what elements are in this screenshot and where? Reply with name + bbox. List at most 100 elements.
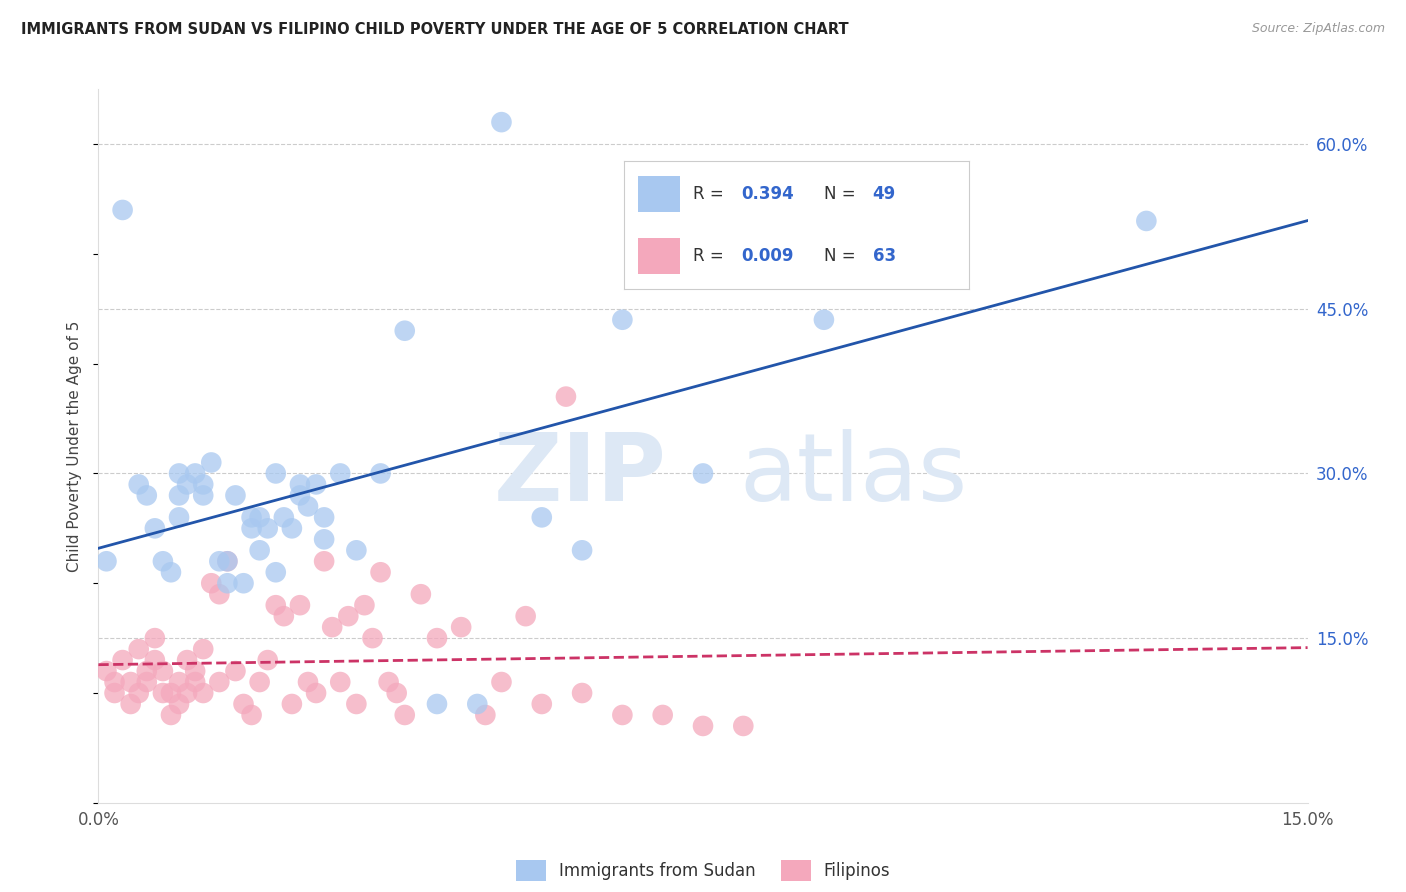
Text: atlas: atlas xyxy=(740,428,967,521)
Point xyxy=(143,631,166,645)
Point xyxy=(409,587,432,601)
Point xyxy=(240,708,263,723)
Text: IMMIGRANTS FROM SUDAN VS FILIPINO CHILD POVERTY UNDER THE AGE OF 5 CORRELATION C: IMMIGRANTS FROM SUDAN VS FILIPINO CHILD … xyxy=(21,22,849,37)
Text: 63: 63 xyxy=(873,246,896,265)
Text: 0.009: 0.009 xyxy=(741,246,794,265)
Point xyxy=(314,554,336,568)
Point xyxy=(555,390,578,404)
Y-axis label: Child Poverty Under the Age of 5: Child Poverty Under the Age of 5 xyxy=(67,320,83,572)
Point xyxy=(240,521,263,535)
Point xyxy=(217,554,239,568)
Legend: Immigrants from Sudan, Filipinos: Immigrants from Sudan, Filipinos xyxy=(509,854,897,888)
Point xyxy=(208,587,231,601)
Text: R =: R = xyxy=(693,185,730,203)
Point xyxy=(160,708,183,723)
Point xyxy=(314,510,336,524)
Point xyxy=(232,576,254,591)
Point xyxy=(394,324,416,338)
Point xyxy=(143,521,166,535)
Point xyxy=(143,653,166,667)
Point xyxy=(152,554,174,568)
Point xyxy=(184,467,207,481)
Point xyxy=(232,697,254,711)
Point xyxy=(120,675,142,690)
Point xyxy=(152,664,174,678)
Point xyxy=(256,653,278,667)
Point xyxy=(893,169,915,184)
Point xyxy=(200,455,222,469)
Point xyxy=(329,467,352,481)
Point xyxy=(530,510,553,524)
Point xyxy=(167,488,190,502)
Point xyxy=(305,477,328,491)
Point xyxy=(273,510,295,524)
Point xyxy=(128,686,150,700)
Point xyxy=(329,675,352,690)
Point xyxy=(1135,214,1157,228)
Point xyxy=(361,631,384,645)
Point xyxy=(297,500,319,514)
Point xyxy=(491,115,513,129)
Point xyxy=(249,510,271,524)
Point xyxy=(288,488,311,502)
Point xyxy=(176,686,198,700)
Point xyxy=(217,554,239,568)
Point xyxy=(474,708,496,723)
Point xyxy=(167,510,190,524)
Point xyxy=(465,697,488,711)
Point xyxy=(297,675,319,690)
Point xyxy=(160,686,183,700)
Point xyxy=(128,642,150,657)
Point xyxy=(692,719,714,733)
Point xyxy=(135,488,157,502)
Point xyxy=(530,697,553,711)
Point xyxy=(256,521,278,535)
Point xyxy=(249,543,271,558)
Point xyxy=(450,620,472,634)
Point xyxy=(200,576,222,591)
Point xyxy=(394,708,416,723)
Point xyxy=(337,609,360,624)
Point xyxy=(103,686,125,700)
Point xyxy=(264,467,287,481)
Point xyxy=(96,664,118,678)
Point xyxy=(651,708,673,723)
Point xyxy=(249,675,271,690)
Point xyxy=(571,543,593,558)
Point xyxy=(152,686,174,700)
Point xyxy=(370,566,392,580)
Point xyxy=(515,609,537,624)
Point xyxy=(612,708,634,723)
Point xyxy=(612,312,634,326)
Text: 49: 49 xyxy=(873,185,896,203)
Point xyxy=(208,554,231,568)
Point xyxy=(571,686,593,700)
Text: ZIP: ZIP xyxy=(494,428,666,521)
Point xyxy=(135,675,157,690)
Point xyxy=(111,653,134,667)
Point xyxy=(733,719,755,733)
Text: N =: N = xyxy=(824,246,860,265)
Text: R =: R = xyxy=(693,246,730,265)
Point xyxy=(193,477,215,491)
Point xyxy=(288,598,311,612)
Point xyxy=(281,697,304,711)
Point xyxy=(208,675,231,690)
Point xyxy=(281,521,304,535)
Point xyxy=(426,697,449,711)
Point xyxy=(813,312,835,326)
Bar xyxy=(638,176,679,212)
Point xyxy=(385,686,408,700)
Point xyxy=(321,620,343,634)
Point xyxy=(224,664,246,678)
Point xyxy=(103,675,125,690)
Point xyxy=(344,697,367,711)
Point xyxy=(344,543,367,558)
Text: N =: N = xyxy=(824,185,860,203)
Point xyxy=(184,664,207,678)
Point xyxy=(692,467,714,481)
Point xyxy=(128,477,150,491)
Point xyxy=(176,653,198,667)
Point xyxy=(96,554,118,568)
Point xyxy=(288,477,311,491)
